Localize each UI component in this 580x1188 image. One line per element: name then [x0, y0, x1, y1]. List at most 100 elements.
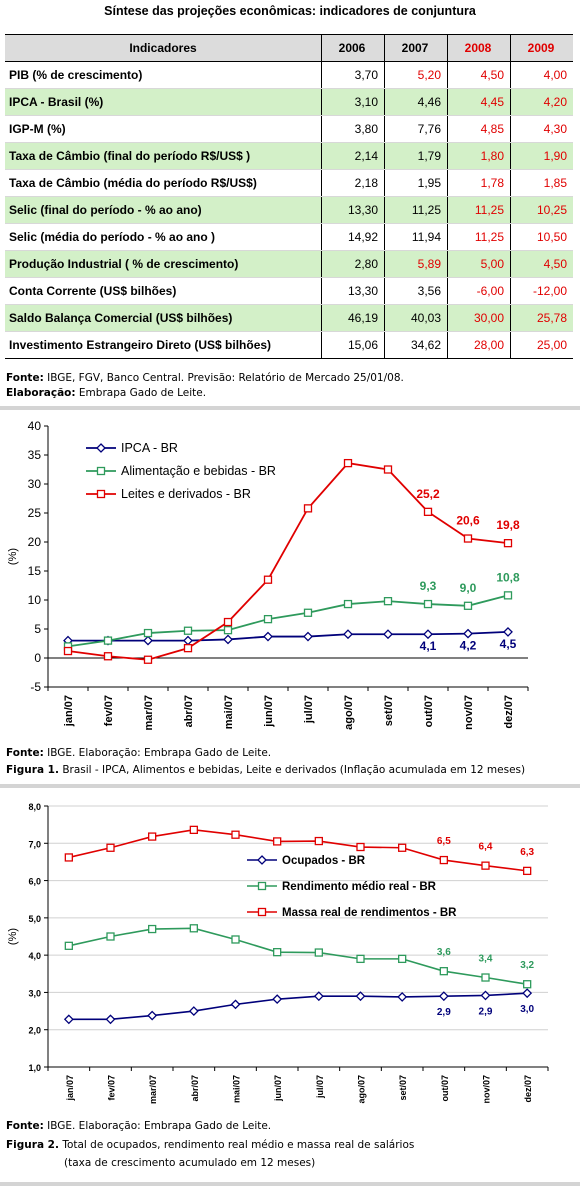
data-point [143, 628, 153, 638]
table-source: Fonte: IBGE, FGV, Banco Central. Previsã… [6, 372, 404, 384]
indicator-value-2009: 4,00 [510, 61, 573, 89]
data-point [64, 853, 73, 862]
indicator-value-2006: 3,10 [321, 88, 385, 116]
x-tick-label: dez/07 [523, 1075, 533, 1103]
y-axis-label: (%) [7, 548, 19, 565]
legend-marker [96, 466, 106, 476]
data-point [106, 843, 115, 852]
indicator-label: Saldo Balança Comercial (US$ bilhões) [5, 304, 322, 332]
data-point [103, 652, 113, 661]
y-tick-label: 10 [28, 593, 42, 607]
header-year-2006: 2006 [321, 34, 385, 62]
table-row: Selic (média do período - % ao ano ) 14,9… [5, 223, 573, 251]
data-point [463, 628, 473, 639]
figure-2-chart: 1,0 2,0 3,0 4,0 5,0 6,0 7,0 8,0 (%) jan/07 fev/07 m… [7, 802, 549, 1104]
indicator-value-2006: 14,92 [321, 223, 385, 251]
table-row: Saldo Balança Comercial (US$ bilhões) 46,… [5, 304, 573, 332]
y-tick-label: 8,0 [28, 802, 41, 812]
table-row: IGP-M (%) 3,80 7,76 4,85 4,30 [5, 115, 573, 143]
table-title: Síntese das projeções econômicas: indica… [104, 4, 476, 18]
figure-1-caption-label: Figura 1. [6, 764, 59, 776]
data-label: 9,0 [460, 581, 477, 595]
x-tick-label: jun/07 [273, 1075, 283, 1102]
indicator-value-2006: 15,06 [321, 331, 385, 359]
data-label: 6,3 [520, 847, 534, 858]
header-year-2008: 2008 [447, 34, 511, 62]
data-point [303, 631, 313, 642]
table-row: Selic (final do período - % ao ano) 13,30… [5, 196, 573, 224]
data-point [183, 626, 193, 635]
indicator-label: Produção Industrial ( % de crescimento) [5, 250, 322, 278]
y-tick-label: 2,0 [28, 1026, 41, 1036]
header-indicators: Indicadores [5, 34, 322, 62]
data-point [231, 830, 240, 839]
indicator-value-2008: 30,00 [447, 304, 511, 332]
data-point [143, 635, 153, 646]
data-point [481, 973, 490, 982]
data-point [463, 534, 473, 543]
indicator-value-2008: 4,45 [447, 88, 511, 116]
legend-marker [257, 855, 267, 865]
legend-label: Massa real de rendimentos - BR [282, 907, 457, 919]
indicator-value-2006: 13,30 [321, 277, 385, 305]
data-point [263, 631, 273, 642]
data-point [263, 575, 273, 584]
data-label: 6,5 [437, 836, 451, 847]
figure-1-caption-text: Brasil - IPCA, Alimentos e bebidas, Leit… [58, 764, 526, 776]
table-source-text: IBGE, FGV, Banco Central. Previsão: Rela… [43, 372, 404, 384]
data-label: 9,3 [420, 579, 437, 593]
data-point [273, 837, 282, 846]
data-point [438, 991, 449, 1002]
figure-2-source-text: IBGE. Elaboração: Embrapa Gado de Leite. [43, 1120, 272, 1132]
indicator-value-2006: 2,14 [321, 142, 385, 170]
indicators-table: Indicadores 2006 2007 2008 2009 PIB (% d… [5, 34, 573, 359]
indicator-value-2007: 11,25 [384, 196, 448, 224]
indicator-value-2007: 34,62 [384, 331, 448, 359]
table-row: Conta Corrente (US$ bilhões) 13,30 3,56 -6,… [5, 277, 573, 305]
indicator-value-2006: 13,30 [321, 196, 385, 224]
data-label: 2,9 [437, 1007, 451, 1018]
legend-label: Leites e derivados - BR [121, 487, 251, 501]
table-row: Investimento Estrangeiro Direto (US$ bil… [5, 331, 573, 359]
x-tick-label: fev/07 [107, 1075, 117, 1101]
data-point [148, 832, 157, 841]
table-elab-text: Embrapa Gado de Leite. [75, 387, 207, 399]
y-tick-label: 0 [34, 651, 41, 665]
data-point [63, 1014, 74, 1025]
indicator-label: IPCA - Brasil (%) [5, 88, 322, 116]
indicator-value-2007: 5,89 [384, 250, 448, 278]
x-tick-label: ago/07 [343, 695, 355, 730]
data-point [523, 866, 532, 876]
y-tick-label: 15 [28, 564, 42, 578]
indicator-value-2007: 5,20 [384, 61, 448, 89]
y-tick-label: 7,0 [28, 839, 41, 849]
data-point [223, 634, 233, 645]
data-point [398, 843, 407, 852]
legend-marker [96, 489, 106, 499]
x-tick-label: nov/07 [463, 695, 475, 730]
data-point [423, 507, 433, 516]
table-row: Produção Industrial ( % de crescimento) 2… [5, 250, 573, 278]
figure-2-source-label: Fonte: [6, 1120, 44, 1132]
indicator-value-2008: 5,00 [447, 250, 511, 278]
data-point [356, 842, 365, 852]
table-row: Taxa de Câmbio (final do período R$/US$ … [5, 142, 573, 170]
data-point [64, 941, 73, 950]
x-tick-label: mai/07 [232, 1075, 242, 1103]
indicator-value-2009: -12,00 [510, 277, 573, 305]
table-row: PIB (% de crescimento) 3,70 5,20 4,50 4,00 [5, 61, 573, 89]
x-tick-label: out/07 [423, 695, 435, 727]
indicator-value-2006: 2,80 [321, 250, 385, 278]
data-point [183, 635, 193, 646]
figure-1-source-label: Fonte: [6, 747, 44, 759]
indicator-value-2009: 4,20 [510, 88, 573, 116]
series-1 [64, 924, 532, 989]
x-tick-label: nov/07 [482, 1075, 492, 1104]
y-tick-label: 25 [28, 506, 42, 520]
indicator-label: PIB (% de crescimento) [5, 61, 322, 89]
series-line [68, 927, 528, 986]
data-point [303, 504, 313, 513]
data-point [355, 991, 366, 1002]
x-tick-label: jan/07 [65, 1075, 75, 1102]
legend-label: Rendimento médio real - BR [282, 881, 437, 893]
